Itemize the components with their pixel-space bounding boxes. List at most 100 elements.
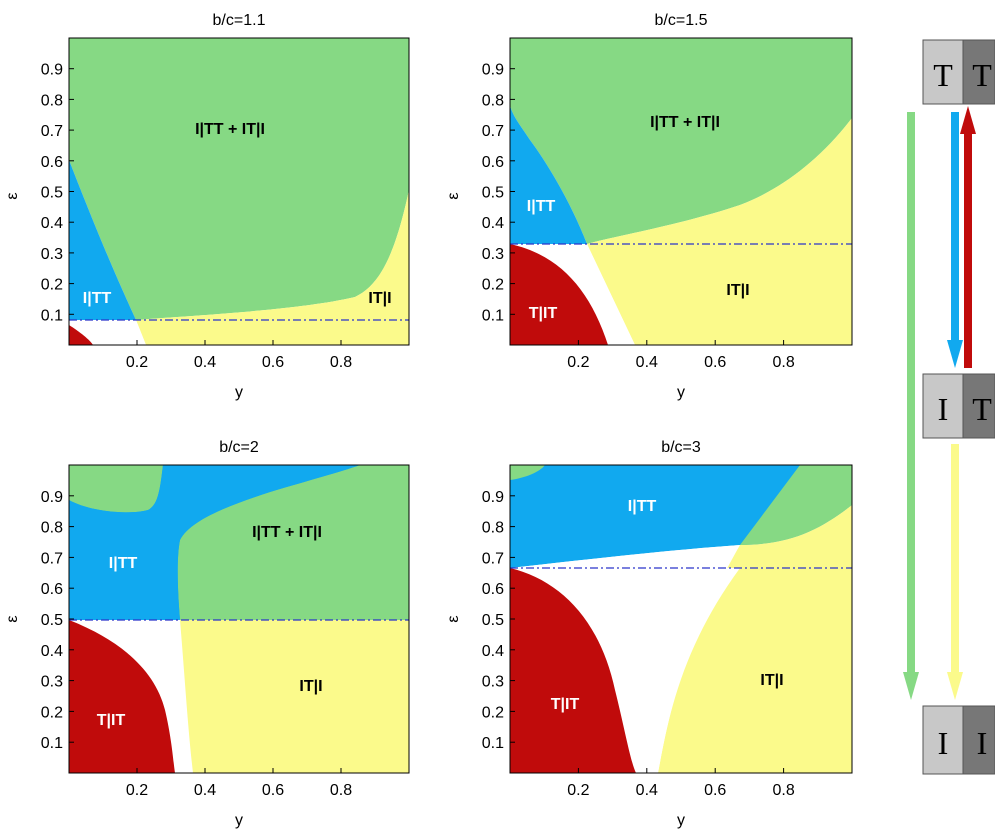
y-tick-label: 0.1 — [41, 307, 63, 324]
y-axis-label: ε — [4, 615, 21, 622]
y-tick-label: 0.8 — [482, 520, 504, 537]
x-tick-label: 0.4 — [194, 354, 216, 371]
ticks: 0.2 0.4 0.6 0.8 0.1 0.2 0.3 0.4 0.5 0.6 0.7 0.8 0.9 — [41, 62, 352, 371]
x-tick-label: 0.8 — [330, 354, 352, 371]
region-label-blue: I|TT — [628, 498, 657, 515]
x-tick-label: 0.2 — [567, 782, 589, 799]
x-tick-label: 0.8 — [330, 782, 352, 799]
region-label-red: T|IT — [97, 712, 126, 729]
region-label-green: I|TT + IT|I — [650, 114, 720, 131]
panel-title: b/c=2 — [219, 439, 259, 456]
arrow-green — [903, 112, 919, 700]
y-tick-label: 0.5 — [41, 612, 63, 629]
arrow-yellow — [947, 444, 963, 700]
region-white — [510, 244, 635, 345]
region-yellow — [658, 505, 852, 773]
region-label-green: I|TT + IT|I — [252, 524, 322, 541]
region-label-blue: I|TT — [109, 555, 138, 572]
y-tick-label: 0.3 — [482, 246, 504, 263]
state-letter: I — [938, 391, 949, 427]
x-axis-label: y — [677, 384, 685, 401]
state-box-right — [962, 705, 995, 775]
x-tick-label: 0.8 — [772, 354, 794, 371]
x-tick-label: 0.4 — [636, 782, 658, 799]
region-green-2 — [177, 465, 409, 620]
region-white — [510, 545, 740, 568]
y-tick-label: 0.4 — [41, 215, 63, 232]
x-tick-label: 0.2 — [126, 354, 148, 371]
region-red — [510, 568, 636, 773]
y-tick-label: 0.7 — [482, 123, 504, 140]
region-green-2 — [740, 465, 852, 545]
y-tick-label: 0.9 — [482, 62, 504, 79]
x-tick-label: 0.8 — [772, 782, 794, 799]
y-tick-label: 0.2 — [482, 277, 504, 294]
y-tick-label: 0.5 — [482, 185, 504, 202]
x-tick-label: 0.6 — [704, 354, 726, 371]
region-green — [69, 38, 409, 320]
y-tick-label: 0.6 — [41, 581, 63, 598]
state-box-tt: T T — [922, 39, 995, 105]
y-tick-label: 0.3 — [482, 674, 504, 691]
y-tick-label: 0.5 — [482, 612, 504, 629]
ticks: 0.2 0.4 0.6 0.8 0.1 0.2 0.3 0.4 0.5 0.6 0.7 0.8 0.9 — [41, 489, 352, 799]
y-tick-label: 0.4 — [482, 643, 504, 660]
x-tick-label: 0.4 — [636, 354, 658, 371]
y-tick-label: 0.9 — [482, 489, 504, 506]
state-letter: I — [938, 725, 949, 761]
arrow-blue — [947, 112, 963, 368]
y-tick-label: 0.2 — [482, 704, 504, 721]
y-tick-label: 0.7 — [41, 123, 63, 140]
region-yellow — [587, 244, 852, 345]
x-tick-label: 0.6 — [262, 354, 284, 371]
x-tick-label: 0.2 — [126, 782, 148, 799]
y-tick-label: 0.6 — [41, 154, 63, 171]
state-letter: I — [977, 725, 988, 761]
state-letter: T — [972, 391, 992, 427]
panel-2: I|TT + IT|I I|TT IT|I T|IT b/c=1.5 y ε 0… — [445, 12, 853, 401]
y-tick-label: 0.8 — [41, 92, 63, 109]
region-label-yellow: IT|I — [368, 290, 391, 307]
region-white-2 — [510, 568, 740, 773]
y-tick-label: 0.8 — [482, 92, 504, 109]
state-letter: T — [933, 57, 953, 93]
y-tick-label: 0.9 — [41, 489, 63, 506]
region-red — [510, 244, 608, 345]
region-green — [69, 465, 163, 513]
panel-title: b/c=1.5 — [655, 12, 708, 29]
state-box-right — [962, 373, 995, 439]
region-label-yellow: IT|I — [299, 678, 322, 695]
region-white — [69, 320, 146, 345]
y-axis-label: ε — [445, 615, 462, 622]
y-tick-label: 0.8 — [41, 520, 63, 537]
state-box-it: I T — [922, 373, 995, 439]
state-letter: T — [972, 57, 992, 93]
region-yellow — [136, 190, 409, 345]
y-tick-label: 0.1 — [482, 735, 504, 752]
region-label-green: I|TT + IT|I — [195, 121, 265, 138]
y-tick-label: 0.6 — [482, 581, 504, 598]
region-red — [69, 325, 93, 345]
arrow-red — [960, 106, 976, 368]
region-label-red: T|IT — [551, 696, 580, 713]
y-tick-label: 0.4 — [482, 215, 504, 232]
region-yellow — [180, 620, 409, 773]
y-tick-label: 0.1 — [41, 735, 63, 752]
x-tick-label: 0.6 — [262, 782, 284, 799]
region-blue — [510, 105, 587, 244]
y-axis-label: ε — [4, 192, 21, 199]
region-blue-2 — [69, 465, 360, 620]
state-box-right — [962, 39, 995, 105]
ticks: 0.2 0.4 0.6 0.8 0.1 0.2 0.3 0.4 0.5 0.6 0.7 0.8 0.9 — [482, 489, 795, 799]
y-tick-label: 0.3 — [41, 246, 63, 263]
x-axis-label: y — [235, 384, 243, 401]
x-tick-label: 0.2 — [567, 354, 589, 371]
region-label-red: T|IT — [529, 305, 558, 322]
y-tick-label: 0.5 — [41, 185, 63, 202]
y-tick-label: 0.7 — [41, 550, 63, 567]
y-tick-label: 0.7 — [482, 550, 504, 567]
panel-title: b/c=1.1 — [213, 12, 266, 29]
state-box-ii: I I — [922, 705, 995, 775]
y-tick-label: 0.2 — [41, 277, 63, 294]
state-box-left — [922, 39, 964, 105]
